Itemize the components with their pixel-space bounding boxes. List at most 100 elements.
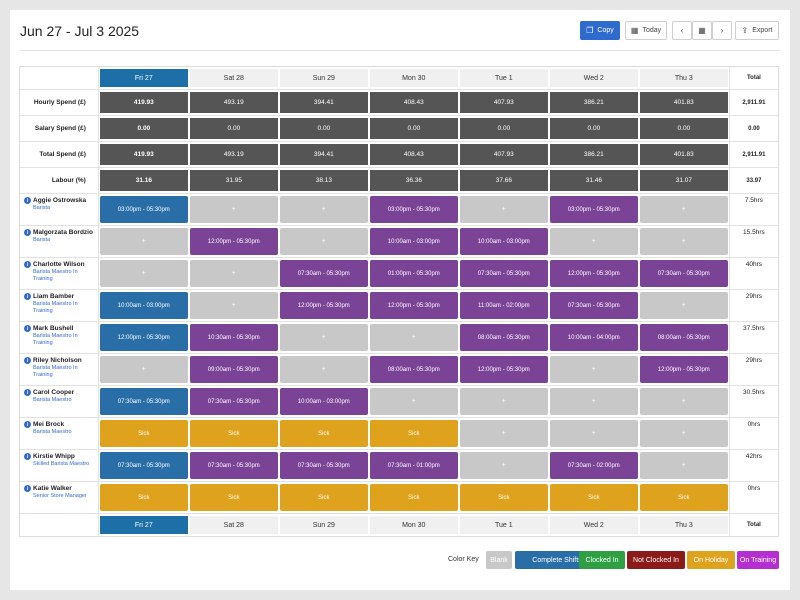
add-shift-button[interactable]: +: [99, 228, 188, 255]
info-icon[interactable]: i: [24, 453, 31, 460]
info-icon[interactable]: i: [24, 325, 31, 332]
shift-block[interactable]: 07:30am - 05:30pm: [99, 452, 188, 479]
shift-block[interactable]: Sick: [279, 484, 368, 511]
info-icon[interactable]: i: [24, 421, 31, 428]
shift-block[interactable]: 07:30am - 05:30pm: [459, 260, 548, 287]
add-shift-button[interactable]: +: [639, 228, 728, 255]
add-shift-button[interactable]: +: [549, 420, 638, 447]
today-button[interactable]: ▦ Today: [625, 21, 667, 40]
shift-block[interactable]: Sick: [189, 484, 278, 511]
day-header-2[interactable]: Sun 29: [279, 516, 368, 534]
day-header-2[interactable]: Sun 29: [279, 69, 368, 87]
shift-block[interactable]: 10:00am - 03:00pm: [279, 388, 368, 415]
day-header-1[interactable]: Sat 28: [189, 516, 278, 534]
add-shift-button[interactable]: +: [459, 452, 548, 479]
add-shift-button[interactable]: +: [459, 388, 548, 415]
shift-block[interactable]: Sick: [99, 484, 188, 511]
shift-block[interactable]: 03:00pm - 05:30pm: [99, 196, 188, 223]
day-header-5[interactable]: Wed 2: [549, 516, 638, 534]
add-shift-button[interactable]: +: [279, 228, 368, 255]
day-header-3[interactable]: Mon 30: [369, 516, 458, 534]
employee-name[interactable]: Katie Walker: [33, 485, 72, 492]
employee-name[interactable]: Mark Bushell: [33, 325, 74, 332]
shift-block[interactable]: 09:00am - 05:30pm: [189, 356, 278, 383]
add-shift-button[interactable]: +: [99, 260, 188, 287]
shift-block[interactable]: 07:30am - 05:30pm: [189, 452, 278, 479]
employee-name[interactable]: Charlotte Wilson: [33, 261, 85, 268]
shift-block[interactable]: 07:30am - 05:30pm: [279, 452, 368, 479]
employee-name[interactable]: Carol Cooper: [33, 389, 75, 396]
add-shift-button[interactable]: +: [369, 324, 458, 351]
shift-block[interactable]: Sick: [639, 484, 728, 511]
add-shift-button[interactable]: +: [549, 388, 638, 415]
shift-block[interactable]: Sick: [369, 484, 458, 511]
shift-block[interactable]: Sick: [189, 420, 278, 447]
info-icon[interactable]: i: [24, 197, 31, 204]
employee-name[interactable]: Riley Nicholson: [33, 357, 82, 364]
day-header-5[interactable]: Wed 2: [549, 69, 638, 87]
shift-block[interactable]: Sick: [369, 420, 458, 447]
shift-block[interactable]: 07:30am - 01:00pm: [369, 452, 458, 479]
info-icon[interactable]: i: [24, 357, 31, 364]
info-icon[interactable]: i: [24, 229, 31, 236]
shift-block[interactable]: 07:30am - 05:30pm: [639, 260, 728, 287]
employee-name[interactable]: Malgorzata Bordzio: [33, 229, 93, 236]
next-week-button[interactable]: ›: [712, 21, 732, 40]
shift-block[interactable]: 01:00pm - 05:30pm: [369, 260, 458, 287]
add-shift-button[interactable]: +: [639, 292, 728, 319]
shift-block[interactable]: Sick: [549, 484, 638, 511]
add-shift-button[interactable]: +: [459, 420, 548, 447]
shift-block[interactable]: 03:00pm - 05:30pm: [549, 196, 638, 223]
add-shift-button[interactable]: +: [189, 196, 278, 223]
shift-block[interactable]: 08:00am - 05:30pm: [459, 324, 548, 351]
shift-block[interactable]: 12:00pm - 05:30pm: [369, 292, 458, 319]
export-button[interactable]: ⇪ Export: [735, 21, 779, 40]
add-shift-button[interactable]: +: [549, 228, 638, 255]
shift-block[interactable]: 12:00pm - 05:30pm: [189, 228, 278, 255]
shift-block[interactable]: Sick: [279, 420, 368, 447]
prev-week-button[interactable]: ‹: [672, 21, 692, 40]
shift-block[interactable]: 12:00pm - 05:30pm: [459, 356, 548, 383]
shift-block[interactable]: 07:30am - 05:30pm: [189, 388, 278, 415]
day-header-4[interactable]: Tue 1: [459, 516, 548, 534]
day-header-3[interactable]: Mon 30: [369, 69, 458, 87]
add-shift-button[interactable]: +: [279, 196, 368, 223]
add-shift-button[interactable]: +: [189, 260, 278, 287]
add-shift-button[interactable]: +: [369, 388, 458, 415]
shift-block[interactable]: Sick: [99, 420, 188, 447]
shift-block[interactable]: 10:00am - 04:00pm: [549, 324, 638, 351]
shift-block[interactable]: 12:00pm - 05:30pm: [279, 292, 368, 319]
employee-name[interactable]: Kirstie Whipp: [33, 453, 75, 460]
shift-block[interactable]: 10:00am - 03:00pm: [99, 292, 188, 319]
add-shift-button[interactable]: +: [99, 356, 188, 383]
copy-button[interactable]: ❐ Copy: [580, 21, 620, 40]
employee-name[interactable]: Aggie Ostrowska: [33, 197, 87, 204]
info-icon[interactable]: i: [24, 293, 31, 300]
shift-block[interactable]: 10:00am - 03:00pm: [369, 228, 458, 255]
shift-block[interactable]: 08:00am - 05:30pm: [369, 356, 458, 383]
day-header-6[interactable]: Thu 3: [639, 69, 728, 87]
shift-block[interactable]: 03:00pm - 05:30pm: [369, 196, 458, 223]
add-shift-button[interactable]: +: [279, 324, 368, 351]
add-shift-button[interactable]: +: [639, 196, 728, 223]
shift-block[interactable]: 12:00pm - 05:30pm: [639, 356, 728, 383]
add-shift-button[interactable]: +: [189, 292, 278, 319]
shift-block[interactable]: 07:30am - 05:30pm: [549, 292, 638, 319]
shift-block[interactable]: 07:30am - 02:00pm: [549, 452, 638, 479]
add-shift-button[interactable]: +: [639, 388, 728, 415]
day-header-4[interactable]: Tue 1: [459, 69, 548, 87]
shift-block[interactable]: 07:30am - 05:30pm: [99, 388, 188, 415]
info-icon[interactable]: i: [24, 261, 31, 268]
add-shift-button[interactable]: +: [639, 452, 728, 479]
shift-block[interactable]: 11:00am - 02:00pm: [459, 292, 548, 319]
employee-name[interactable]: Mei Brock: [33, 421, 65, 428]
shift-block[interactable]: 08:00am - 05:30pm: [639, 324, 728, 351]
shift-block[interactable]: 10:30am - 05:30pm: [189, 324, 278, 351]
day-header-0[interactable]: Fri 27: [99, 516, 188, 534]
employee-name[interactable]: Liam Bamber: [33, 293, 75, 300]
shift-block[interactable]: 12:00pm - 05:30pm: [549, 260, 638, 287]
add-shift-button[interactable]: +: [639, 420, 728, 447]
info-icon[interactable]: i: [24, 485, 31, 492]
shift-block[interactable]: 12:00pm - 05:30pm: [99, 324, 188, 351]
shift-block[interactable]: Sick: [459, 484, 548, 511]
